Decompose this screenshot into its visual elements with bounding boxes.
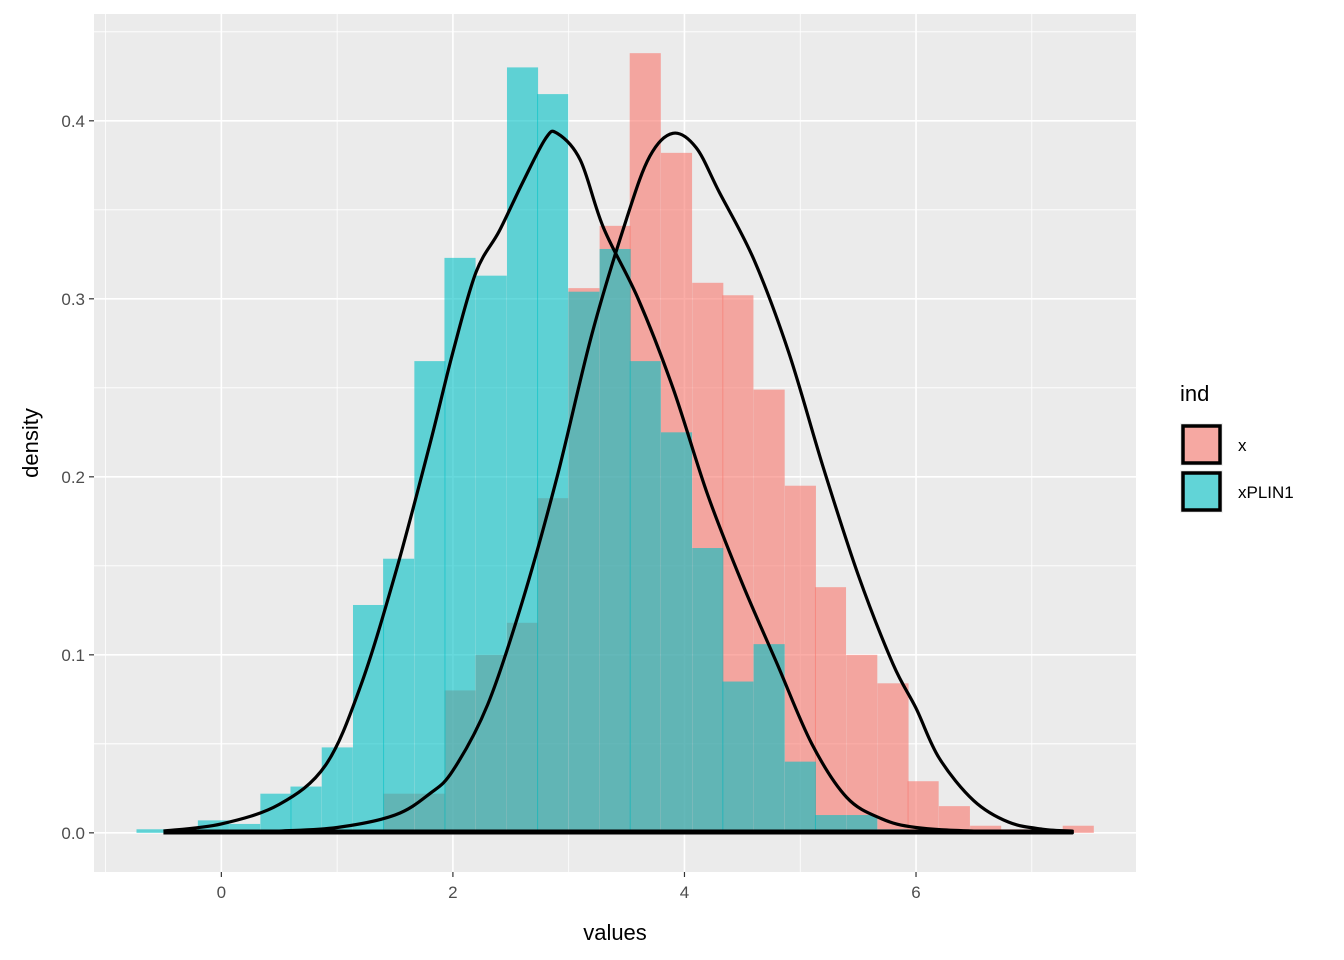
histogram-bar-xplin1 [352,604,385,833]
histogram-bar-xplin1 [568,291,600,833]
histogram-bar-xplin1 [692,548,724,833]
x-axis-title: values [583,920,647,945]
histogram-bar-xplin1 [814,815,847,833]
histogram-bar-x [1062,825,1094,833]
legend: ind x xPLIN1 [1180,381,1294,513]
y-tick-label: 0.0 [61,824,85,843]
legend-key-xplin1 [1181,471,1222,512]
histogram-bar-xplin1 [444,257,476,833]
histogram-bar-x [814,587,847,833]
histogram-bar-xplin1 [383,558,415,833]
y-tick-label: 0.1 [61,646,85,665]
histogram-bar-x [846,654,878,833]
histogram-bar-xplin1 [506,67,539,833]
x-tick-label: 6 [911,883,920,902]
histogram-bar-xplin1 [475,275,507,833]
x-tick-label: 0 [217,883,226,902]
legend-key-x [1181,424,1222,465]
x-tick-label: 4 [680,883,689,902]
histogram-bar-x [877,683,909,833]
x-axis: 0 2 4 6 [217,872,921,902]
density-curve-xplin1 [163,129,1074,835]
y-axis-title: density [18,408,43,478]
y-axis: 0.0 0.1 0.2 0.3 0.4 [61,112,94,843]
histogram-bar-xplin1 [537,94,569,833]
histogram-bar-x [907,781,939,833]
x-tick-label: 2 [448,883,457,902]
y-tick-label: 0.2 [61,468,85,487]
histogram-bar-xplin1 [629,361,661,833]
density-curves [163,129,1074,835]
histogram-bar-x [970,825,1002,833]
histogram-bars [136,53,1094,833]
histogram-bar-xplin1 [321,747,353,833]
histogram-bar-xplin1 [846,815,878,833]
histogram-bar-xplin1 [660,432,693,833]
legend-label-x: x [1238,436,1247,455]
histogram-bar-xplin1 [784,761,816,833]
histogram-bar-xplin1 [753,644,785,833]
histogram-bar-xplin1 [229,823,261,833]
histogram-bar-xplin1 [136,829,168,833]
legend-label-xplin1: xPLIN1 [1238,483,1294,502]
legend-title: ind [1180,381,1209,406]
histogram-bar-xplin1 [414,361,446,833]
histogram-bar-xplin1 [722,681,754,833]
y-tick-label: 0.3 [61,290,85,309]
y-tick-label: 0.4 [61,112,85,131]
histogram-bar-xplin1 [599,248,631,833]
density-curve-x [163,131,1074,835]
legend-items: x xPLIN1 [1180,423,1294,513]
